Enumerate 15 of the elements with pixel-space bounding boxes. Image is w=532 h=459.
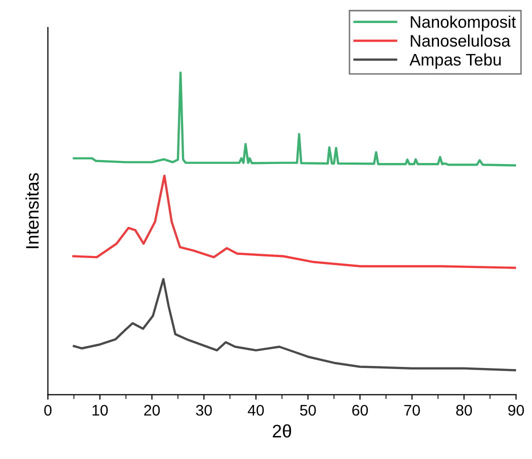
legend-label: Nanoselulosa (410, 34, 510, 47)
x-tick-label: 90 (508, 404, 524, 416)
x-tick-label: 40 (248, 404, 264, 416)
x-tick-label: 20 (144, 404, 160, 416)
x-tick-label: 30 (196, 404, 212, 416)
x-axis-title: 2θ (272, 424, 292, 438)
x-tick-label: 70 (404, 404, 420, 416)
legend-label: Nanokomposit (410, 16, 516, 32)
x-tick-label: 80 (456, 404, 472, 416)
legend-label: Ampas Tebu (410, 53, 501, 69)
y-axis-title: Intensitas (25, 173, 39, 248)
x-tick-label: 60 (352, 404, 368, 416)
x-tick-label: 50 (300, 404, 316, 416)
x-tick-label: 10 (92, 404, 108, 416)
x-tick-label: 0 (44, 404, 52, 416)
